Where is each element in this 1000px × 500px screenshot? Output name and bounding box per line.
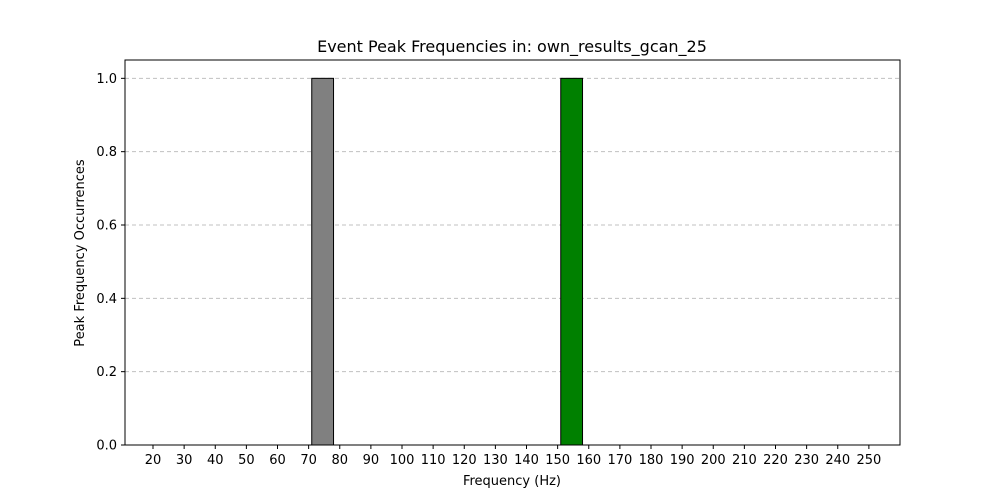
bar-151-158-hz	[560, 77, 584, 446]
x-tick-label: 170	[607, 453, 632, 468]
x-tick-label: 190	[670, 453, 695, 468]
chart-title: Event Peak Frequencies in: own_results_g…	[317, 37, 707, 57]
x-tick-label: 20	[145, 453, 162, 468]
y-tick-label: 0.8	[96, 145, 117, 160]
bar-71-78-hz	[311, 77, 335, 446]
x-tick-label: 130	[483, 453, 508, 468]
x-tick-label: 220	[763, 453, 788, 468]
x-tick-label: 60	[269, 453, 286, 468]
y-tick-label: 0.4	[96, 292, 117, 307]
x-tick-label: 40	[207, 453, 224, 468]
x-tick-label: 100	[390, 453, 415, 468]
x-axis-title: Frequency (Hz)	[463, 474, 561, 489]
grid-lines	[125, 77, 900, 373]
x-tick-label: 140	[514, 453, 539, 468]
x-tick-label: 50	[238, 453, 255, 468]
x-tick-label: 240	[825, 453, 850, 468]
x-axis-ticks: 20 30 40 50 60 70 80 90 100 110 120 130 140 150 160 170…	[145, 445, 881, 468]
x-tick-label: 110	[421, 453, 446, 468]
y-tick-label: 0.6	[96, 219, 117, 234]
x-tick-label: 150	[545, 453, 570, 468]
x-tick-label: 180	[639, 453, 664, 468]
plot-area-frame	[124, 59, 901, 446]
x-tick-label: 80	[331, 453, 348, 468]
y-axis-ticks: 0.0 0.2 0.4 0.6 0.8 1.0	[96, 72, 125, 454]
bars	[311, 77, 584, 446]
x-tick-label: 160	[576, 453, 601, 468]
x-tick-label: 30	[176, 453, 193, 468]
x-tick-label: 200	[701, 453, 726, 468]
x-tick-label: 70	[300, 453, 317, 468]
y-tick-label: 1.0	[96, 72, 117, 87]
x-tick-label: 120	[452, 453, 477, 468]
x-tick-label: 250	[856, 453, 881, 468]
y-tick-label: 0.0	[96, 439, 117, 454]
x-tick-label: 90	[363, 453, 380, 468]
y-tick-label: 0.2	[96, 365, 117, 380]
y-axis-title: Peak Frequency Occurrences	[73, 159, 88, 347]
x-tick-label: 230	[794, 453, 819, 468]
x-tick-label: 210	[732, 453, 757, 468]
